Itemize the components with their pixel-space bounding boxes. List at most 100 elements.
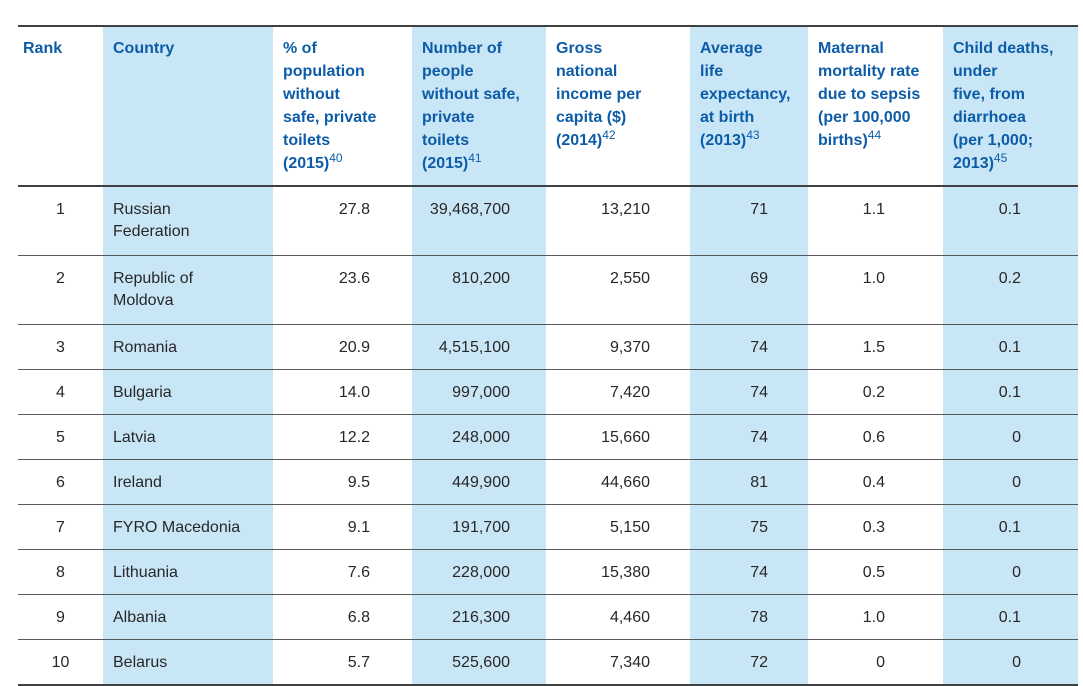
footnote-ref-41: 41	[468, 151, 482, 165]
footnote-ref-42: 42	[602, 128, 616, 142]
header-number-without-toilets: Number of people without safe, private t…	[412, 26, 546, 186]
cell-number: 4,515,100	[412, 324, 546, 369]
cell-child-deaths: 0	[943, 549, 1078, 594]
cell-child-deaths: 0.1	[943, 504, 1078, 549]
cell-number: 39,468,700	[412, 186, 546, 255]
cell-gni: 15,380	[601, 563, 650, 581]
cell-pct: 12.2	[338, 428, 370, 446]
cell-rank: 3	[56, 338, 65, 356]
cell-country: Ireland	[103, 459, 273, 504]
cell-maternal-mortality: 0.4	[862, 473, 885, 491]
table-row: 7 FYRO Macedonia 9.1 191,700 5,150 75 0.…	[18, 504, 1078, 549]
cell-maternal-mortality: 0.5	[862, 563, 885, 581]
cell-country: Bulgaria	[103, 369, 273, 414]
cell-child-deaths: 0.1	[943, 186, 1078, 255]
cell-country: Republic of Moldova	[103, 255, 273, 324]
cell-child-deaths: 0	[943, 639, 1078, 685]
footnote-ref-43: 43	[746, 128, 760, 142]
cell-number: 248,000	[412, 414, 546, 459]
cell-child-deaths: 0.2	[943, 255, 1078, 324]
header-pct-without-toilets: % of population without safe, private to…	[273, 26, 412, 186]
cell-rank: 5	[56, 428, 65, 446]
cell-country: Albania	[103, 594, 273, 639]
cell-life-expectancy: 78	[690, 594, 808, 639]
cell-number: 810,200	[412, 255, 546, 324]
cell-rank: 6	[56, 473, 65, 491]
header-child-deaths: Child deaths, under five, from diarrhoea…	[943, 26, 1078, 186]
table-row: 9 Albania 6.8 216,300 4,460 78 1.0 0.1	[18, 594, 1078, 639]
cell-country: Lithuania	[103, 549, 273, 594]
cell-maternal-mortality: 0.3	[862, 518, 885, 536]
cell-maternal-mortality: 0	[876, 653, 885, 671]
cell-country: Russian Federation	[103, 186, 273, 255]
header-pct-label: % of population without safe, private to…	[283, 40, 377, 172]
footnote-ref-45: 45	[993, 151, 1008, 165]
cell-child-deaths: 0.1	[943, 324, 1078, 369]
table-row: 4 Bulgaria 14.0 997,000 7,420 74 0.2 0.1	[18, 369, 1078, 414]
cell-country: Belarus	[103, 639, 273, 685]
cell-pct: 20.9	[338, 338, 370, 356]
cell-pct: 7.6	[347, 563, 370, 581]
table-row: 8 Lithuania 7.6 228,000 15,380 74 0.5 0	[18, 549, 1078, 594]
table-body: 1 Russian Federation 27.8 39,468,700 13,…	[18, 186, 1078, 685]
header-country-label: Country	[113, 40, 175, 57]
header-rank-label: Rank	[23, 40, 63, 57]
cell-rank: 7	[56, 518, 65, 536]
header-rank: Rank	[18, 26, 103, 186]
cell-life-expectancy: 74	[690, 369, 808, 414]
cell-child-deaths: 0.1	[943, 594, 1078, 639]
cell-maternal-mortality: 1.5	[862, 338, 885, 356]
cell-number: 216,300	[412, 594, 546, 639]
cell-rank: 8	[56, 563, 65, 581]
cell-gni: 9,370	[609, 338, 650, 356]
toilet-access-ranking-table: Rank Country % of population without saf…	[18, 25, 1078, 686]
cell-number: 191,700	[412, 504, 546, 549]
cell-life-expectancy: 74	[690, 549, 808, 594]
header-maternal-label: Maternal mortality rate due to sepsis (p…	[818, 40, 921, 149]
cell-gni: 13,210	[601, 201, 650, 218]
header-gni-label: Gross national income per capita ($) (20…	[556, 40, 642, 149]
cell-number: 228,000	[412, 549, 546, 594]
cell-rank: 1	[56, 201, 65, 218]
footnote-ref-44: 44	[867, 128, 882, 142]
cell-child-deaths: 0.1	[943, 369, 1078, 414]
cell-pct: 27.8	[338, 201, 370, 218]
cell-country: Romania	[103, 324, 273, 369]
cell-gni: 44,660	[601, 473, 650, 491]
cell-pct: 9.5	[347, 473, 370, 491]
cell-child-deaths: 0	[943, 414, 1078, 459]
header-row: Rank Country % of population without saf…	[18, 26, 1078, 186]
cell-maternal-mortality: 1.1	[862, 201, 885, 218]
cell-pct: 5.7	[347, 653, 370, 671]
cell-gni: 7,420	[609, 383, 650, 401]
cell-child-deaths: 0	[943, 459, 1078, 504]
cell-gni: 5,150	[609, 518, 650, 536]
cell-rank: 9	[56, 608, 65, 626]
cell-number: 525,600	[412, 639, 546, 685]
cell-gni: 7,340	[609, 653, 650, 671]
cell-pct: 14.0	[338, 383, 370, 401]
header-life-expectancy: Average life expectancy, at birth (2013)…	[690, 26, 808, 186]
cell-maternal-mortality: 0.6	[862, 428, 885, 446]
cell-life-expectancy: 75	[690, 504, 808, 549]
table-row: 1 Russian Federation 27.8 39,468,700 13,…	[18, 186, 1078, 255]
header-gni-per-capita: Gross national income per capita ($) (20…	[546, 26, 690, 186]
cell-life-expectancy: 74	[690, 324, 808, 369]
ranking-table-container: Rank Country % of population without saf…	[18, 25, 1078, 686]
cell-life-expectancy: 74	[690, 414, 808, 459]
header-maternal-mortality: Maternal mortality rate due to sepsis (p…	[808, 26, 943, 186]
table-row: 3 Romania 20.9 4,515,100 9,370 74 1.5 0.…	[18, 324, 1078, 369]
table-row: 2 Republic of Moldova 23.6 810,200 2,550…	[18, 255, 1078, 324]
header-country: Country	[103, 26, 273, 186]
cell-pct: 9.1	[347, 518, 370, 536]
table-row: 5 Latvia 12.2 248,000 15,660 74 0.6 0	[18, 414, 1078, 459]
cell-number: 997,000	[412, 369, 546, 414]
cell-gni: 15,660	[601, 428, 650, 446]
cell-life-expectancy: 72	[690, 639, 808, 685]
cell-maternal-mortality: 1.0	[862, 269, 885, 287]
cell-gni: 4,460	[609, 608, 650, 626]
table-header: Rank Country % of population without saf…	[18, 26, 1078, 186]
table-row: 6 Ireland 9.5 449,900 44,660 81 0.4 0	[18, 459, 1078, 504]
cell-pct: 6.8	[347, 608, 370, 626]
table-row: 10 Belarus 5.7 525,600 7,340 72 0 0	[18, 639, 1078, 685]
